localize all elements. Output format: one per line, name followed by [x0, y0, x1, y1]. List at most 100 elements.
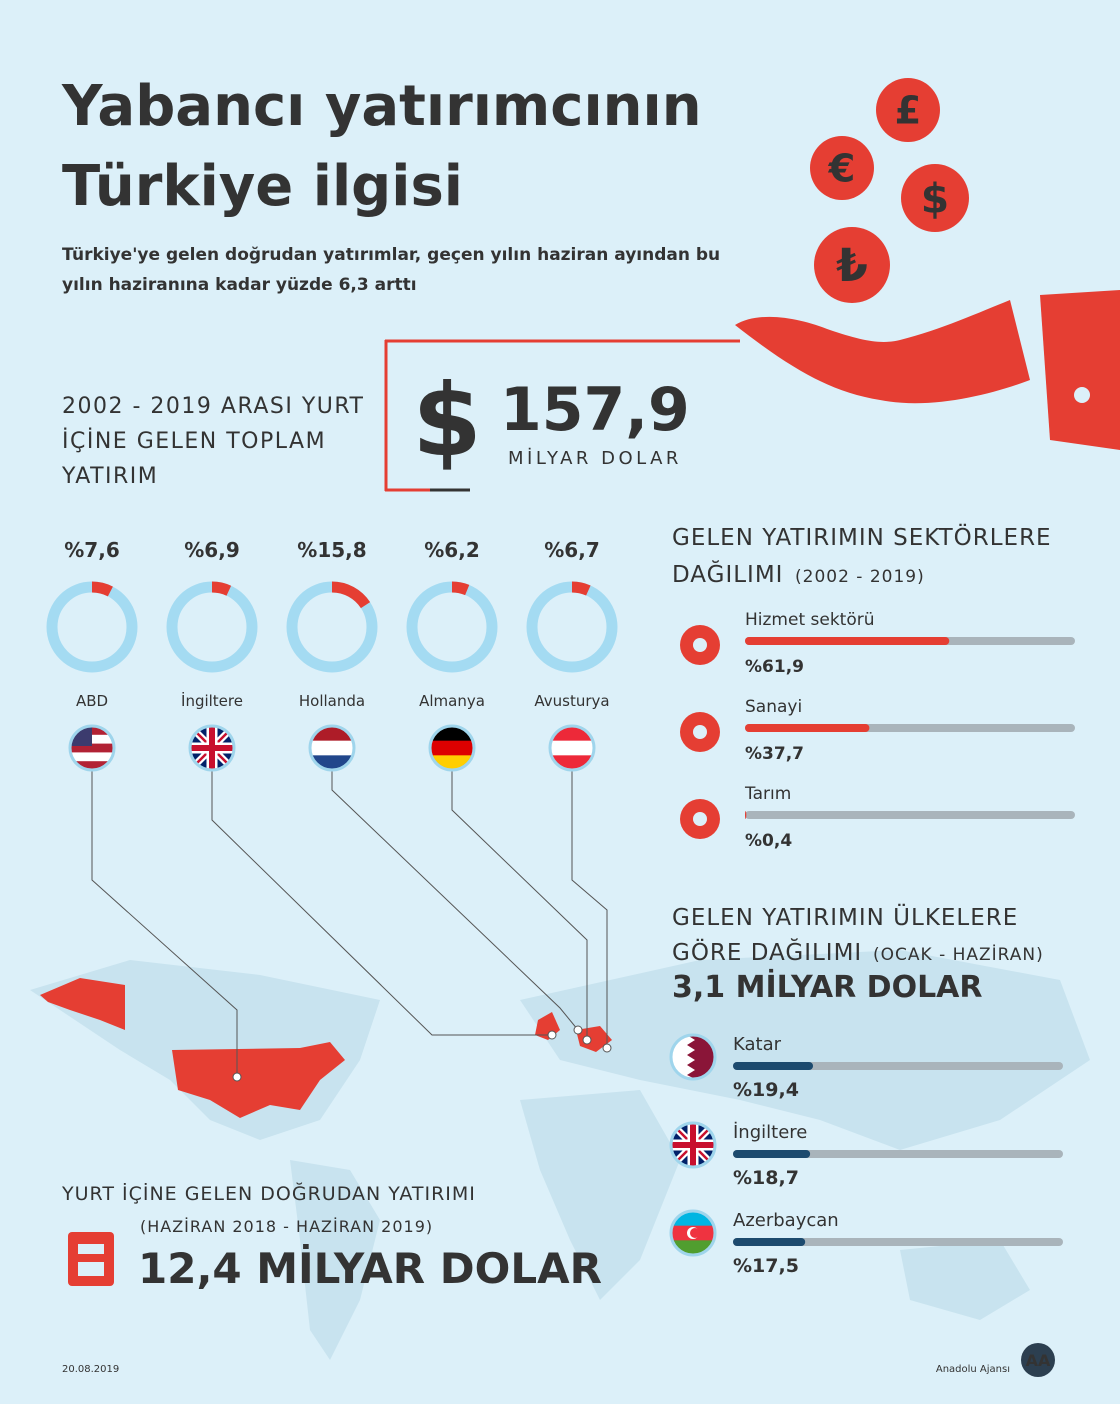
flag-ring: [669, 1033, 717, 1081]
flag-stripe: [311, 727, 353, 742]
flag-stripe: [551, 755, 593, 769]
logo-circle: [1021, 1343, 1055, 1377]
flag-stripe: [71, 743, 113, 753]
total-unit: MİLYAR DOLAR: [508, 448, 682, 469]
country-name: Katar: [733, 1034, 782, 1055]
connector-end: [547, 1030, 557, 1040]
footer-logo: AA: [1026, 1351, 1051, 1370]
bar: [733, 1062, 814, 1070]
section-title: DAĞILIMI: [672, 560, 783, 588]
bar-track: [745, 811, 1075, 819]
country-name: İngiltere: [733, 1122, 807, 1143]
flag-crescent: [690, 1228, 700, 1238]
bar-track: [733, 1238, 1063, 1246]
total-frame: [384, 339, 740, 492]
flag-serration: [672, 1036, 695, 1078]
connector-end: [573, 1025, 583, 1035]
country-name: ABD: [76, 692, 108, 710]
flag-stripe: [311, 740, 353, 756]
flag-stripe: [71, 761, 113, 769]
flag-ring: [669, 1209, 717, 1257]
money-icon: [68, 1232, 114, 1286]
bar: [733, 1238, 806, 1246]
coin: [901, 164, 969, 232]
flag-ring: [669, 1121, 717, 1169]
countries-total: 3,1 MİLYAR DOLAR: [672, 969, 983, 1005]
donut-label: %6,7: [544, 538, 599, 562]
flag-stripe: [311, 755, 353, 769]
country-value: %19,4: [733, 1079, 799, 1101]
subtitle: Türkiye'ye gelen doğrudan yatırımlar, ge…: [62, 245, 720, 265]
connector: [211, 770, 552, 1036]
footer-source: Anadolu Ajansı: [936, 1364, 1010, 1375]
bar-track: [733, 1150, 1063, 1158]
connector: [451, 770, 588, 1040]
donut-label: %7,6: [64, 538, 119, 562]
flag-cross: [191, 727, 233, 769]
flag: [431, 727, 473, 769]
flag-stripe: [551, 740, 593, 756]
section-title: GÖRE DAĞILIMI: [672, 938, 862, 966]
donut-label: %6,9: [184, 538, 239, 562]
total-label: 2002 - 2019 ARASI YURT: [62, 394, 365, 419]
sector-name: Hizmet sektörü: [745, 610, 875, 630]
total-amount: 157,9: [500, 375, 690, 445]
sector-icon-hole: [693, 812, 707, 826]
bar: [745, 724, 870, 732]
section-title: GELEN YATIRIMIN SEKTÖRLERE: [672, 523, 1052, 551]
fdi-period: (HAZİRAN 2018 - HAZİRAN 2019): [140, 1217, 433, 1236]
flag-stripe: [551, 727, 593, 742]
sector-icon-hole: [693, 725, 707, 739]
fdi-title: YURT İÇİNE GELEN DOĞRUDAN YATIRIMI: [61, 1181, 476, 1205]
sector-value: %61,9: [745, 657, 804, 677]
connector-end: [232, 1072, 242, 1082]
flag: [672, 1212, 714, 1254]
flag: [672, 1036, 714, 1078]
bar-track: [733, 1062, 1063, 1070]
flag-ring: [428, 724, 476, 772]
connector: [571, 770, 608, 1048]
coin: [876, 78, 940, 142]
sector-value: %37,7: [745, 744, 804, 764]
flag-stripe: [431, 755, 473, 769]
coin-symbol: €: [828, 146, 856, 191]
total-currency: $: [412, 362, 482, 479]
country-name: İngiltere: [181, 691, 243, 710]
highlighted-countries: [40, 978, 612, 1118]
section-period: (2002 - 2019): [795, 567, 925, 587]
sector-value: %0,4: [745, 831, 792, 851]
country-name: Hollanda: [299, 692, 365, 710]
bar: [745, 637, 950, 645]
flag-stripe: [431, 740, 473, 756]
coin-symbol: £: [895, 88, 922, 133]
connector: [91, 770, 238, 1077]
country-value: %17,5: [733, 1255, 799, 1277]
connector: [331, 770, 579, 1031]
donut-arc: [211, 581, 232, 596]
flag-stripe: [672, 1240, 714, 1254]
connector-end: [582, 1035, 592, 1045]
title: Türkiye ilgisi: [62, 154, 463, 219]
country-name: Avusturya: [534, 692, 609, 710]
connector-end: [602, 1043, 612, 1053]
flag-cross: [672, 1124, 714, 1166]
total-label: YATIRIM: [61, 464, 158, 489]
donut-arc: [451, 581, 470, 596]
flag-ring: [188, 724, 236, 772]
sector-name: Tarım: [744, 784, 791, 804]
footer-date: 20.08.2019: [62, 1364, 119, 1375]
total-label: İÇİNE GELEN TOPLAM: [62, 428, 326, 454]
donut-arc: [91, 581, 113, 597]
flag: [551, 727, 593, 769]
flag-stripe: [431, 727, 473, 742]
flag-stripe: [672, 1212, 714, 1227]
title: Yabancı yatırımcının: [61, 74, 702, 139]
subtitle: yılın haziranına kadar yüzde 6,3 arttı: [62, 275, 417, 295]
flag: [311, 727, 353, 769]
flag-ring: [68, 724, 116, 772]
coin-symbol: $: [921, 174, 949, 222]
coin-symbol: ₺: [836, 239, 868, 292]
flag-stripe: [71, 752, 113, 762]
